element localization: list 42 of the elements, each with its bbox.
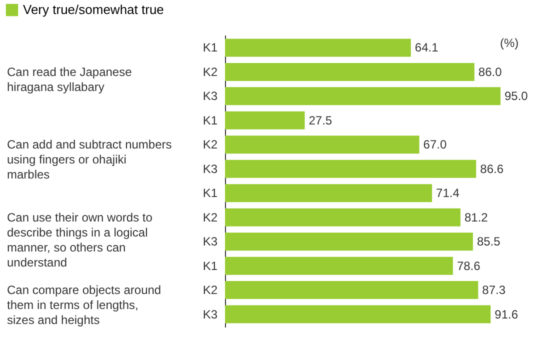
data-label: 81.2 [464,210,488,224]
data-label: 78.6 [456,258,481,273]
bar [225,111,305,130]
data-label: 85.5 [476,234,501,249]
data-label: 67.0 [423,138,447,152]
y-tick-label: K2 [202,138,218,152]
y-tick-label: K3 [202,307,218,322]
bar [225,87,500,106]
text: Can read the Japanese hiragana syllabary [7,64,132,94]
data-label: 64.1 [414,40,439,55]
data-label: 27.5 [308,113,332,128]
y-tick-label: K2 [202,210,218,224]
text: Can compare objects around them in terms of lengths, sizes and heights [7,283,162,328]
y-tick-label: K1 [202,40,218,55]
legend-label: Very true/somewhat true [23,2,164,17]
data-label: 91.6 [494,307,518,322]
y-tick-label: K1 [202,258,218,273]
data-label: 86.0 [478,64,502,79]
y-tick-label: K1 [202,113,218,128]
text: Can add and subtract numbers using fingers or ohajiki marbles [7,138,172,182]
bar [225,256,453,275]
y-tick-label: K1 [202,186,218,200]
annotation: (%) [500,36,519,50]
data-label: 86.6 [480,162,504,176]
bar [225,232,473,251]
bar [225,208,460,226]
bar [225,38,411,57]
y-tick-label: K3 [202,162,218,176]
y-tick-label: K3 [202,89,218,104]
data-label: 87.3 [482,283,506,298]
y-tick-label: K2 [202,283,218,298]
text: Can use their own words to describe things in a logical manner, so others can understand [7,210,153,270]
bar [225,184,432,202]
data-label: 71.4 [436,186,460,200]
bar [225,160,476,178]
bar [225,281,478,300]
bar [225,305,491,324]
bar [225,136,420,154]
y-tick-label: K3 [202,234,218,249]
y-tick-label: K2 [202,64,218,79]
data-label: 95.0 [504,89,528,104]
bar [225,62,474,81]
